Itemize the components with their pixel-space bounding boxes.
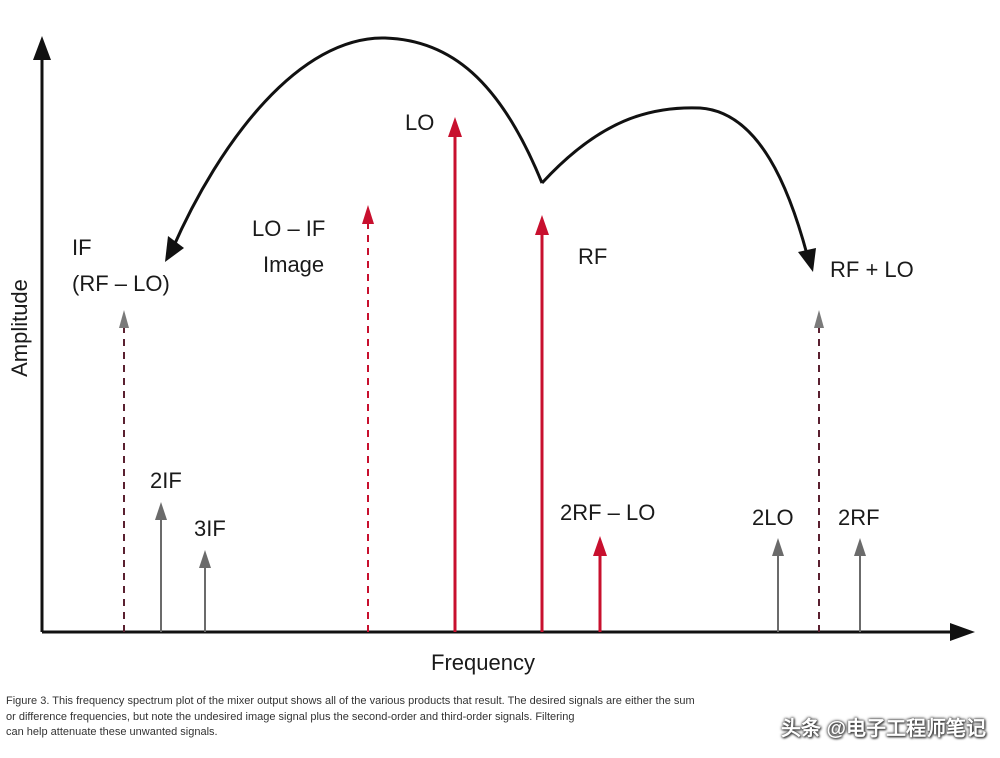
x-axis-arrowhead bbox=[950, 623, 975, 641]
y-axis-label: Amplitude bbox=[7, 279, 32, 377]
lo-arrowhead bbox=[448, 117, 462, 137]
figure-caption: Figure 3. This frequency spectrum plot o… bbox=[6, 694, 996, 741]
if-label-line1: IF bbox=[72, 235, 92, 260]
2lo-arrowhead bbox=[772, 538, 784, 556]
rf-plus-lo-label: RF + LO bbox=[830, 257, 914, 282]
caption-line-3: can help attenuate these unwanted signal… bbox=[6, 726, 218, 738]
curve-arrowhead-sum bbox=[798, 248, 816, 272]
2rf-label: 2RF bbox=[838, 505, 880, 530]
image-arrowhead bbox=[362, 205, 374, 224]
x-axis-label: Frequency bbox=[431, 650, 535, 675]
curve-rf-to-sum bbox=[540, 106, 810, 259]
watermark: 头条 @电子工程师笔记 bbox=[780, 718, 986, 740]
spectrum-diagram bbox=[33, 36, 975, 641]
curve-lo-to-if bbox=[170, 36, 544, 251]
2rf-arrowhead bbox=[854, 538, 866, 556]
2if-label: 2IF bbox=[150, 468, 182, 493]
if-label-line2: (RF – LO) bbox=[72, 271, 170, 296]
2lo-label: 2LO bbox=[752, 505, 794, 530]
caption-line-1: Figure 3. This frequency spectrum plot o… bbox=[6, 695, 695, 707]
lo-label: LO bbox=[405, 110, 435, 135]
sum-arrowhead bbox=[814, 310, 824, 328]
3if-arrowhead bbox=[199, 550, 211, 568]
rf-arrowhead bbox=[535, 215, 549, 235]
2if-arrowhead bbox=[155, 502, 167, 520]
image-label-line2: Image bbox=[263, 252, 325, 277]
image-label-line1: LO – IF bbox=[252, 216, 326, 241]
rf-label: RF bbox=[578, 244, 608, 269]
y-axis-arrowhead bbox=[33, 36, 51, 60]
3if-label: 3IF bbox=[194, 516, 226, 541]
curve-arrowhead-if bbox=[165, 236, 184, 262]
2rf-lo-label: 2RF – LO bbox=[560, 500, 656, 525]
2rf-lo-arrowhead bbox=[593, 536, 607, 556]
caption-line-2: or difference frequencies, but note the … bbox=[6, 710, 575, 723]
if-arrowhead bbox=[119, 310, 129, 328]
